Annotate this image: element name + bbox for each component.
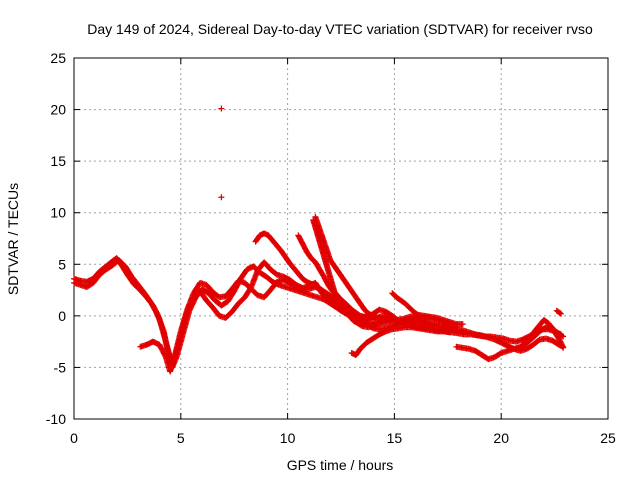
- y-tick-label: 0: [58, 308, 66, 324]
- x-tick-label: 5: [177, 430, 185, 446]
- plot-frame: [73, 57, 609, 420]
- data-point: [218, 194, 225, 201]
- data-point: [560, 344, 567, 351]
- axis-ticks: 0 5 10 15 20 25 -10 -5 0 5 10 15 20 25: [46, 50, 616, 446]
- y-tick-label: 10: [50, 205, 66, 221]
- chart-title: Day 149 of 2024, Sidereal Day-to-day VTE…: [87, 21, 593, 37]
- y-tick-label: 5: [58, 256, 66, 272]
- data-point: [556, 310, 563, 317]
- grid: [74, 58, 608, 419]
- data-point: [218, 105, 225, 112]
- x-tick-label: 0: [70, 430, 78, 446]
- y-tick-label: 25: [50, 50, 66, 66]
- data-point: [446, 329, 453, 336]
- data-point: [559, 332, 566, 339]
- data-markers: [71, 105, 567, 375]
- x-axis-label: GPS time / hours: [287, 457, 394, 473]
- data-point: [558, 310, 565, 317]
- y-tick-label: -5: [54, 359, 67, 375]
- data-point: [370, 311, 377, 318]
- x-tick-label: 10: [280, 430, 296, 446]
- y-axis-label: SDTVAR / TECUs: [5, 183, 21, 295]
- x-tick-label: 15: [387, 430, 403, 446]
- data-point: [560, 333, 567, 340]
- y-tick-label: -10: [46, 411, 66, 427]
- y-tick-label: 20: [50, 102, 66, 118]
- y-tick-label: 15: [50, 153, 66, 169]
- x-tick-label: 25: [600, 430, 616, 446]
- x-tick-label: 20: [493, 430, 509, 446]
- data-point: [459, 321, 466, 328]
